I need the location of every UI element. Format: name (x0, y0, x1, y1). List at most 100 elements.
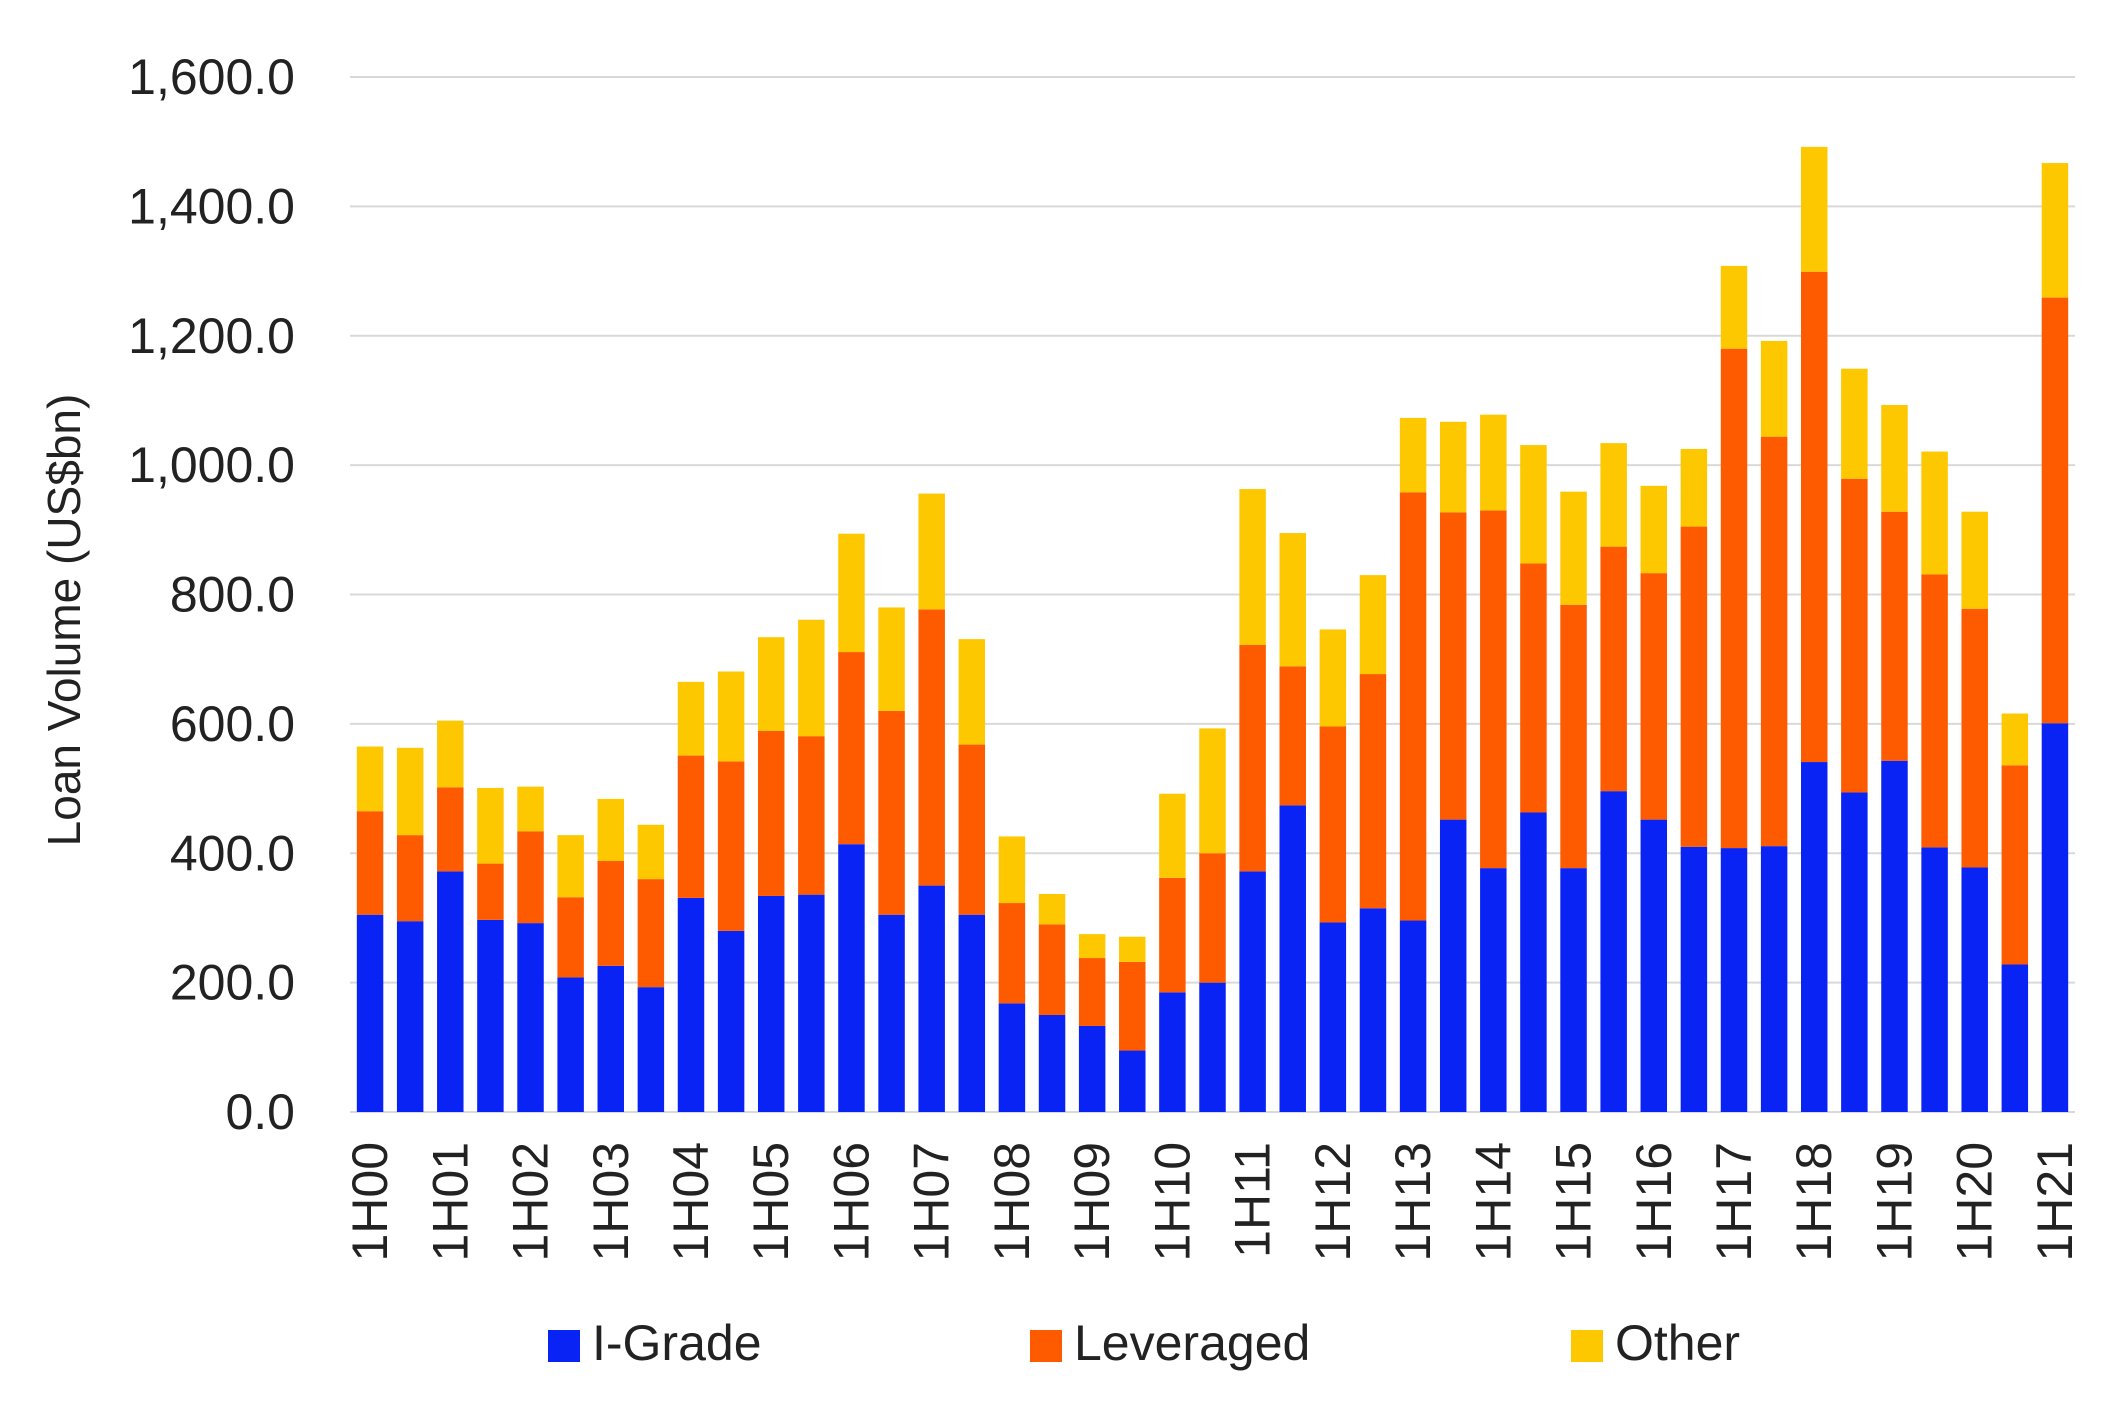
bar-segment-leveraged (1801, 271, 1828, 763)
x-tick-label: 1H08 (984, 1142, 1040, 1262)
bar-segment-i-grade (1078, 1025, 1106, 1112)
bar-segment-other (557, 835, 584, 898)
bar-segment-i-grade (637, 987, 665, 1112)
bar-segment-other (2001, 713, 2029, 766)
bar-segment-leveraged (798, 736, 825, 895)
legend-label: Other (1615, 1315, 1740, 1371)
bar-segment-other (918, 493, 945, 610)
x-tick-label: 1H09 (1064, 1142, 1120, 1262)
bar-segment-i-grade (717, 930, 745, 1112)
bar-segment-i-grade (1841, 792, 1868, 1112)
bar-segment-leveraged (1399, 492, 1427, 921)
bar-segment-other (1680, 448, 1708, 527)
x-tick-label: 1H15 (1546, 1142, 1602, 1262)
legend-swatch (548, 1330, 580, 1362)
bar-segment-leveraged (1921, 574, 1948, 848)
bar-segment-leveraged (637, 879, 665, 988)
bar-segment-i-grade (1961, 867, 1988, 1112)
bar-segment-leveraged (757, 730, 785, 896)
bar-segment-other (958, 639, 986, 745)
x-tick-label: 1H19 (1866, 1142, 1922, 1262)
bar-segment-other (1961, 511, 1988, 609)
x-tick-label: 1H17 (1706, 1142, 1762, 1262)
bar-segment-other (1640, 485, 1668, 574)
x-tick-label: 1H04 (663, 1142, 719, 1262)
bar-segment-other (637, 824, 665, 880)
bar-segment-i-grade (757, 895, 785, 1112)
x-tick-label: 1H21 (2027, 1142, 2083, 1262)
y-tick-label: 800.0 (170, 567, 295, 623)
legend-swatch (1571, 1330, 1603, 1362)
y-tick-label: 0.0 (225, 1084, 295, 1140)
bar-segment-i-grade (2041, 723, 2069, 1112)
bar-segment-other (998, 836, 1026, 904)
bar-segment-i-grade (1720, 848, 1748, 1112)
y-axis-ticks: 0.0 200.0 400.0 600.0 800.0 1,000.0 1,200.0 1,4… (128, 49, 295, 1140)
bar-segment-other (437, 720, 464, 788)
bar-segment-leveraged (1520, 563, 1547, 813)
x-tick-label: 1H14 (1465, 1142, 1521, 1262)
x-tick-label: 1H10 (1144, 1142, 1200, 1262)
x-tick-label: 1H16 (1626, 1142, 1682, 1262)
x-tick-label: 1H06 (823, 1142, 879, 1262)
bar-segment-i-grade (1560, 868, 1587, 1112)
bar-segment-leveraged (1560, 604, 1587, 869)
bar-segment-other (1720, 265, 1748, 349)
bar-segment-i-grade (1038, 1014, 1066, 1112)
bar-segment-leveraged (1760, 436, 1788, 847)
bar-segment-i-grade (1159, 992, 1186, 1112)
bar-segment-i-grade (1119, 1050, 1146, 1112)
y-tick-label: 1,000.0 (128, 437, 295, 493)
bar-segment-other (1119, 936, 1146, 962)
bar-segment-other (1399, 417, 1427, 493)
x-axis-ticks: 1H00 1H01 1H02 1H03 1H04 1H05 1H06 1H07 1H08 1H09… (342, 1142, 2083, 1262)
bar-segment-other (1480, 414, 1507, 511)
bar-segment-i-grade (1359, 908, 1387, 1112)
bar-segment-i-grade (1239, 871, 1266, 1112)
bar-segment-i-grade (1640, 819, 1668, 1112)
bar-segment-leveraged (998, 903, 1026, 1004)
bar-segment-other (1439, 421, 1467, 513)
y-tick-label: 200.0 (170, 955, 295, 1011)
bar-segment-i-grade (1801, 762, 1828, 1112)
y-tick-label: 1,600.0 (128, 49, 295, 105)
bar-segment-other (477, 787, 504, 864)
bar-segment-i-grade (1921, 847, 1948, 1112)
bar-segment-i-grade (878, 914, 905, 1112)
bar-segment-leveraged (1359, 674, 1387, 909)
bar-segment-other (1279, 533, 1306, 667)
legend-swatch (1030, 1330, 1062, 1362)
bar-segment-leveraged (878, 710, 905, 915)
bar-segment-i-grade (1600, 791, 1627, 1112)
bar-segment-i-grade (1279, 805, 1306, 1112)
bar-segment-other (356, 746, 384, 812)
bar-segment-leveraged (677, 755, 705, 898)
bar-segment-other (396, 747, 424, 836)
bar-segment-leveraged (517, 831, 544, 924)
bar-segment-leveraged (2001, 765, 2029, 965)
bar-segment-leveraged (1199, 853, 1226, 983)
bar-segment-leveraged (717, 761, 745, 931)
bar-segment-leveraged (1720, 348, 1748, 849)
bar-segment-leveraged (1881, 511, 1908, 761)
bar-segment-other (717, 671, 745, 762)
bar-segment-leveraged (557, 897, 584, 978)
legend-label: Leveraged (1074, 1315, 1310, 1371)
x-tick-label: 1H18 (1786, 1142, 1842, 1262)
bar-segment-other (878, 607, 905, 711)
bar-segment-leveraged (1159, 877, 1186, 993)
x-tick-label: 1H13 (1385, 1142, 1441, 1262)
bar-segment-i-grade (1680, 846, 1708, 1112)
bar-segment-leveraged (1319, 726, 1347, 923)
legend-label: I-Grade (592, 1315, 762, 1371)
bar-segment-other (757, 637, 785, 731)
bar-segment-leveraged (1439, 512, 1467, 820)
bar-segment-leveraged (477, 863, 504, 920)
bar-segment-leveraged (958, 744, 986, 915)
bar-segment-other (1801, 146, 1828, 272)
bar-segment-i-grade (477, 919, 504, 1112)
legend: I-Grade Leveraged Other (548, 1315, 1740, 1371)
x-tick-label: 1H01 (422, 1142, 478, 1262)
y-tick-label: 1,200.0 (128, 308, 295, 364)
